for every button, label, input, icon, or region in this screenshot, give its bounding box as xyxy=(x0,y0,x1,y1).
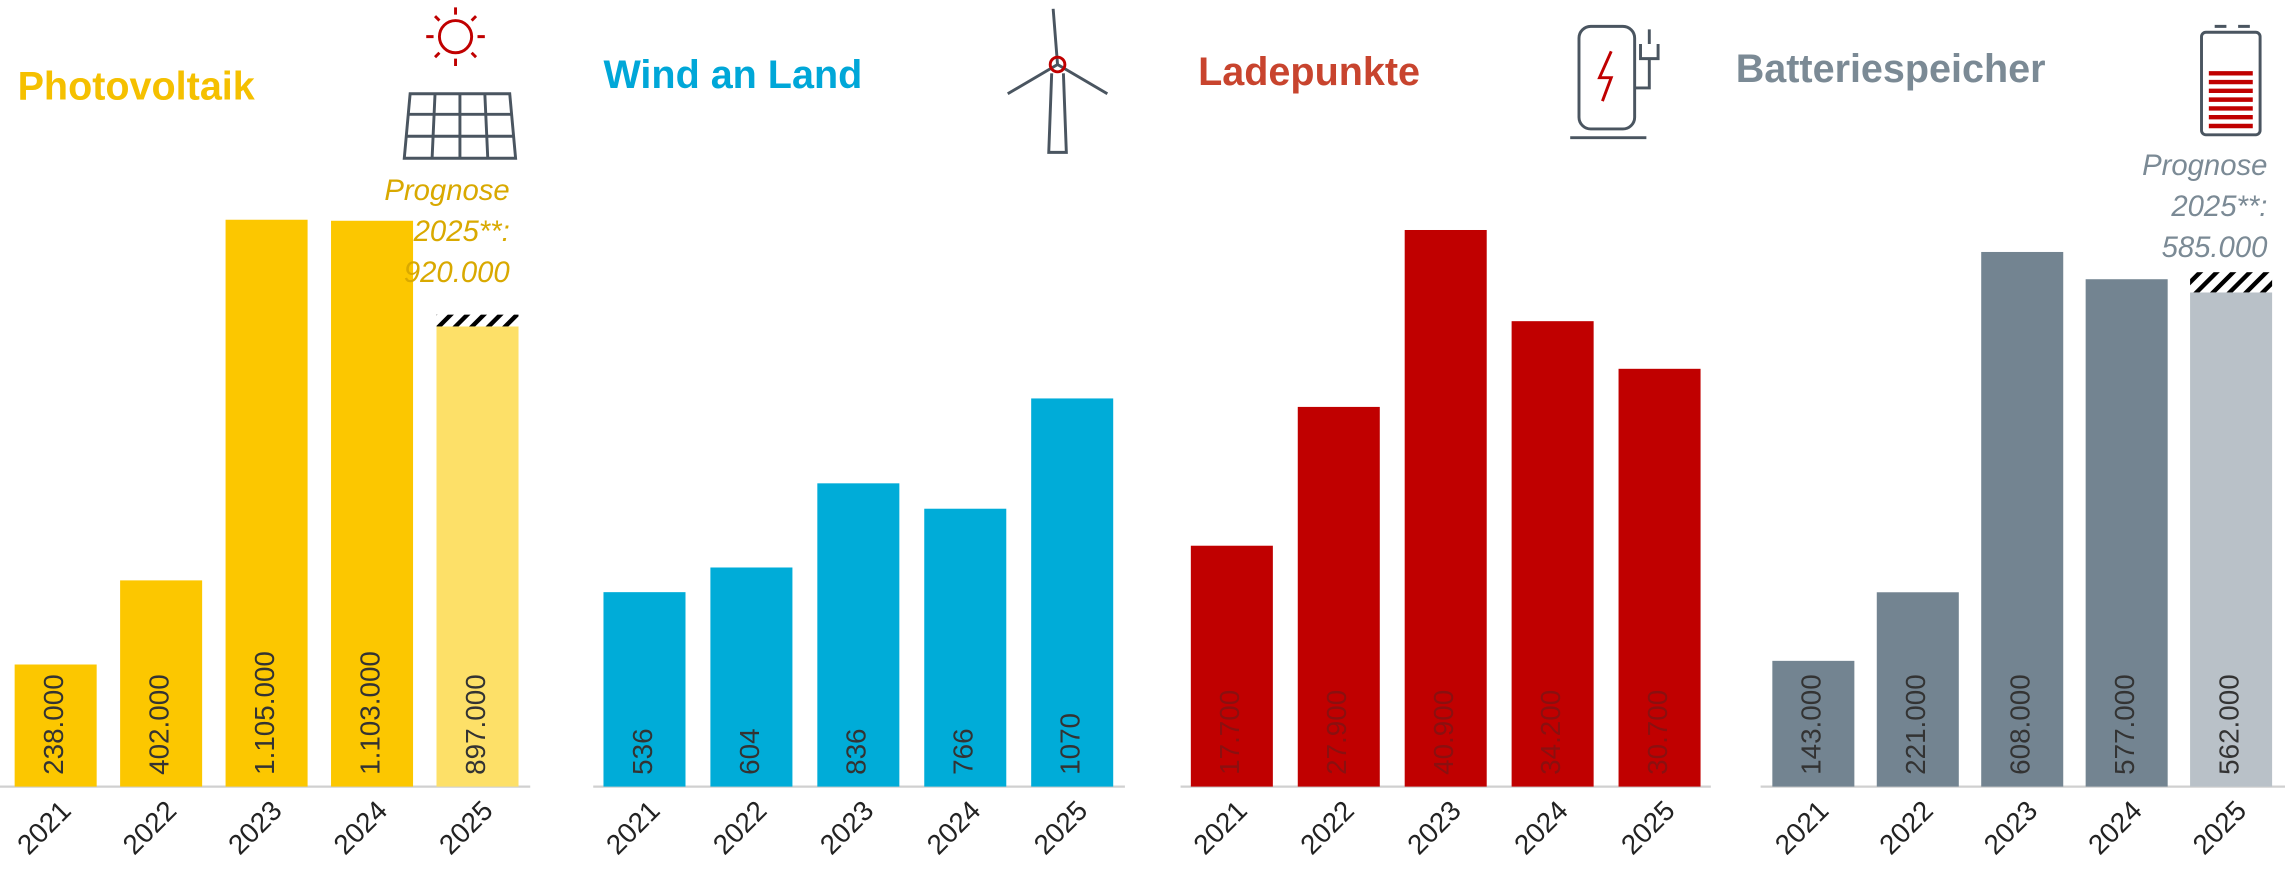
value-label: 577.000 xyxy=(2109,674,2140,775)
bar xyxy=(2190,292,2273,787)
chart-title: Batteriespeicher xyxy=(1736,47,2046,91)
value-label: 766 xyxy=(948,728,979,774)
bar xyxy=(1297,406,1380,787)
forecast-bar xyxy=(436,314,519,327)
bar xyxy=(1876,592,1959,787)
bar xyxy=(1031,398,1114,787)
bar xyxy=(1404,229,1487,787)
x-tick-label: 2022 xyxy=(1873,795,1939,861)
value-label: 238.000 xyxy=(38,674,69,775)
chart-title: Wind an Land xyxy=(603,53,862,97)
x-tick-label: 2023 xyxy=(814,795,880,861)
bar xyxy=(1190,545,1273,787)
value-label: 836 xyxy=(841,728,872,774)
forecast-bar xyxy=(2190,272,2273,293)
forecast-note: Prognose 2025**: 920.000 xyxy=(384,174,510,289)
battery-icon xyxy=(2200,24,2262,137)
value-label: 1070 xyxy=(1055,713,1086,775)
chart-title: Photovoltaik xyxy=(18,65,256,109)
bar xyxy=(14,664,97,787)
x-tick-label: 2024 xyxy=(921,795,987,861)
x-tick-label: 2023 xyxy=(222,795,288,861)
note-line: 2025**: xyxy=(413,215,510,248)
bar xyxy=(603,592,686,787)
value-label: 34.200 xyxy=(1535,690,1566,775)
x-tick-label: 2025 xyxy=(2187,795,2253,861)
value-label: 1.103.000 xyxy=(354,651,385,775)
bar xyxy=(710,567,793,787)
bar xyxy=(2085,279,2168,787)
bar xyxy=(1981,251,2064,787)
value-label: 17.700 xyxy=(1214,690,1245,775)
note-line: Prognose xyxy=(384,174,509,207)
note-line: 2025**: xyxy=(2170,190,2267,223)
x-tick-label: 2024 xyxy=(2082,795,2148,861)
x-tick-label: 2021 xyxy=(1769,795,1835,861)
value-label: 402.000 xyxy=(143,674,174,775)
value-label: 604 xyxy=(734,728,765,774)
x-tick-label: 2021 xyxy=(11,795,77,861)
x-tick-label: 2024 xyxy=(328,795,394,861)
note-line: Prognose xyxy=(2142,149,2267,182)
x-tick-label: 2025 xyxy=(433,795,499,861)
value-label: 536 xyxy=(627,728,658,774)
bar xyxy=(817,483,900,787)
x-tick-label: 2023 xyxy=(1978,795,2044,861)
bar xyxy=(924,508,1007,787)
value-label: 221.000 xyxy=(1900,674,1931,775)
x-tick-label: 2025 xyxy=(1028,795,1094,861)
note-line: 920.000 xyxy=(404,256,511,289)
value-label: 40.900 xyxy=(1428,690,1459,775)
bar xyxy=(1618,368,1701,787)
bar xyxy=(120,580,203,787)
value-label: 27.900 xyxy=(1321,690,1352,775)
x-tick-label: 2025 xyxy=(1615,795,1681,861)
value-label: 608.000 xyxy=(2005,674,2036,775)
forecast-hatch xyxy=(436,314,519,327)
x-tick-label: 2021 xyxy=(1187,795,1253,861)
charger-icon xyxy=(1570,24,1660,140)
bar xyxy=(225,219,308,787)
value-label: 143.000 xyxy=(1796,674,1827,775)
bar xyxy=(1511,321,1594,787)
x-tick-label: 2022 xyxy=(117,795,183,861)
note-line: 585.000 xyxy=(2162,231,2269,264)
x-tick-label: 2022 xyxy=(1294,795,1360,861)
x-tick-label: 2022 xyxy=(707,795,773,861)
x-tick-label: 2023 xyxy=(1401,795,1467,861)
x-tick-label: 2021 xyxy=(600,795,666,861)
wind-icon xyxy=(1007,8,1109,154)
x-tick-label: 2024 xyxy=(1508,795,1574,861)
chart-title: Ladepunkte xyxy=(1198,50,1420,94)
value-label: 30.700 xyxy=(1642,690,1673,775)
value-label: 562.000 xyxy=(2213,674,2244,775)
forecast-note: Prognose 2025**: 585.000 xyxy=(2142,149,2268,264)
value-label: 1.105.000 xyxy=(249,651,280,775)
bar xyxy=(1772,660,1855,787)
value-label: 897.000 xyxy=(460,674,491,775)
bar xyxy=(331,220,414,787)
solar-icon xyxy=(402,7,518,160)
forecast-hatch xyxy=(2190,272,2273,293)
bar xyxy=(436,326,519,787)
